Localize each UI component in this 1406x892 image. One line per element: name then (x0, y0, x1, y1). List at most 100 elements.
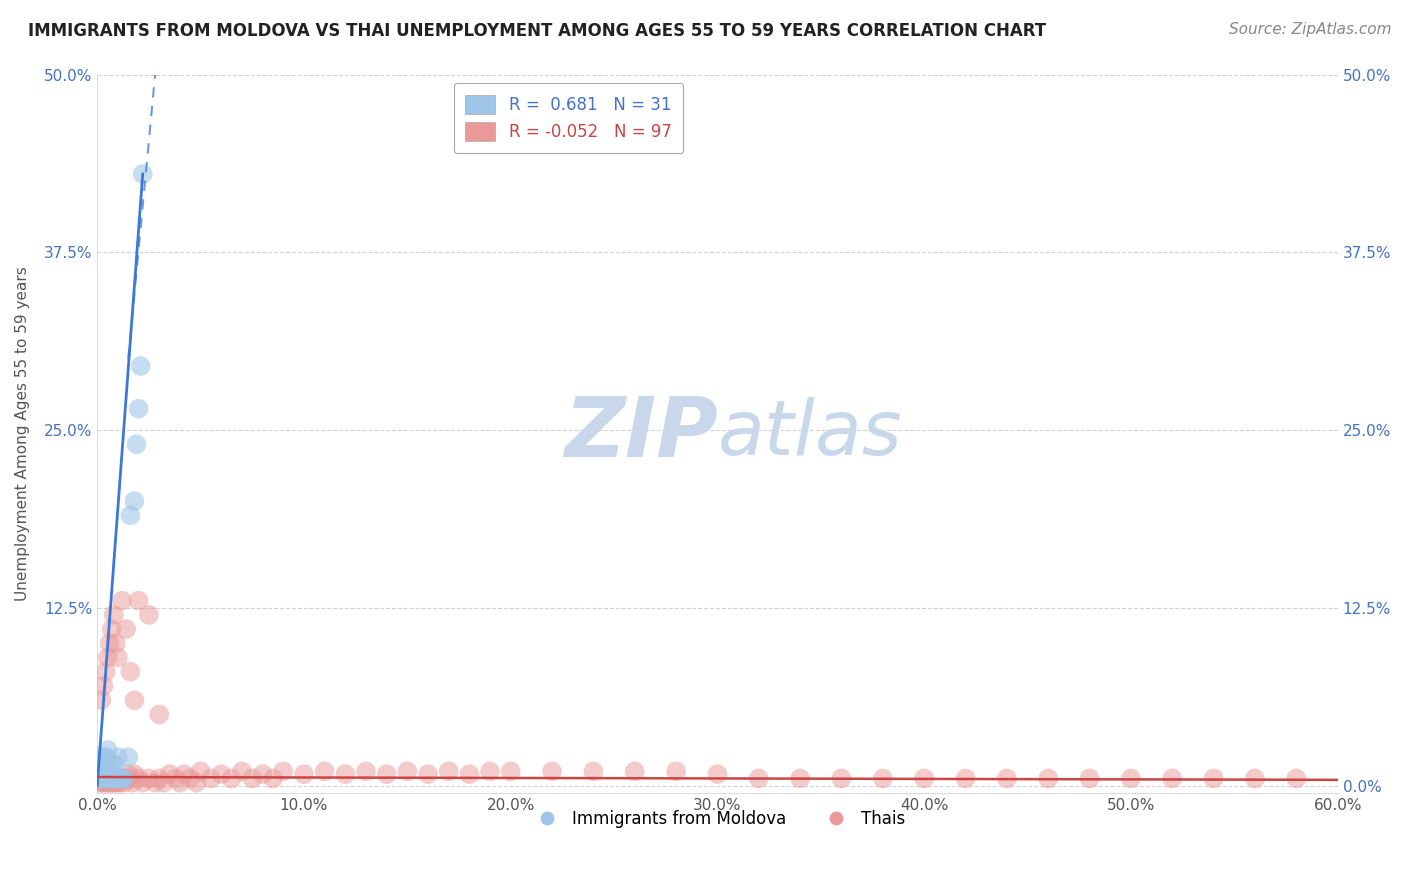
Point (93, 679, 115, 693)
Point (121, 775, 143, 789)
Point (190, 764, 212, 779)
Point (90, 775, 112, 789)
Point (104, 636, 127, 650)
Point (97, 767, 120, 781)
Point (1038, 772, 1060, 786)
Point (1285, 772, 1308, 786)
Point (94, 772, 117, 786)
Point (98, 636, 121, 650)
Point (623, 764, 645, 779)
Point (98, 762, 121, 776)
Point (375, 767, 398, 781)
Point (200, 772, 222, 786)
Point (94, 764, 117, 779)
Point (112, 772, 135, 786)
Point (115, 772, 138, 786)
Point (104, 775, 127, 789)
Point (97, 772, 120, 786)
Point (93, 772, 115, 786)
Point (416, 767, 439, 781)
Point (89, 775, 111, 789)
Point (97, 753, 120, 767)
Point (93, 775, 115, 789)
Point (143, 775, 166, 789)
Point (108, 772, 131, 786)
Point (396, 764, 419, 779)
Point (111, 772, 134, 786)
Point (458, 767, 481, 781)
Point (120, 772, 142, 786)
Point (90, 762, 112, 776)
Point (98, 772, 121, 786)
Point (748, 772, 770, 786)
Point (108, 775, 131, 789)
Point (90, 772, 112, 786)
Point (231, 764, 253, 779)
Point (124, 693, 146, 707)
Point (107, 772, 129, 786)
Point (173, 767, 195, 781)
Point (90, 693, 112, 707)
Point (100, 772, 122, 786)
Point (354, 764, 377, 779)
Point (138, 607, 160, 622)
Point (103, 772, 125, 786)
Point (120, 665, 142, 679)
Point (100, 622, 122, 636)
Point (706, 767, 728, 781)
Point (159, 767, 181, 781)
Point (94, 767, 117, 781)
Point (186, 775, 208, 789)
Point (1202, 772, 1225, 786)
Point (1119, 772, 1142, 786)
Point (955, 772, 977, 786)
Point (94, 750, 117, 764)
Point (104, 772, 127, 786)
Text: ZIP: ZIP (564, 393, 717, 474)
Point (179, 772, 201, 786)
Point (165, 772, 187, 786)
Point (97, 650, 120, 665)
Point (97, 775, 120, 789)
Point (94, 665, 117, 679)
Point (89, 772, 111, 786)
Point (107, 750, 129, 764)
Point (100, 772, 122, 786)
Point (107, 775, 129, 789)
Point (97, 764, 120, 779)
Point (1078, 772, 1101, 786)
Point (125, 437, 148, 451)
Point (103, 607, 125, 622)
Point (112, 775, 135, 789)
Legend: Immigrants from Moldova, Thais: Immigrants from Moldova, Thais (523, 804, 911, 835)
Point (97, 772, 120, 786)
Point (292, 767, 315, 781)
Point (582, 764, 605, 779)
Y-axis label: Unemployment Among Ages 55 to 59 years: Unemployment Among Ages 55 to 59 years (15, 266, 30, 601)
Point (90, 767, 112, 781)
Point (98, 772, 121, 786)
Text: IMMIGRANTS FROM MOLDOVA VS THAI UNEMPLOYMENT AMONG AGES 55 TO 59 YEARS CORRELATI: IMMIGRANTS FROM MOLDOVA VS THAI UNEMPLOY… (28, 22, 1046, 40)
Point (128, 772, 150, 786)
Point (103, 772, 125, 786)
Point (103, 757, 125, 772)
Point (132, 167, 155, 181)
Point (148, 707, 170, 722)
Point (128, 593, 150, 607)
Point (129, 359, 152, 373)
Point (97, 743, 120, 757)
Point (107, 650, 129, 665)
Point (117, 750, 139, 764)
Point (541, 764, 564, 779)
Point (252, 767, 274, 781)
Text: atlas: atlas (717, 397, 901, 471)
Point (98, 775, 121, 789)
Point (132, 775, 155, 789)
Point (437, 764, 460, 779)
Point (94, 772, 117, 786)
Point (111, 772, 134, 786)
Point (335, 767, 357, 781)
Point (499, 764, 522, 779)
Point (124, 767, 146, 781)
Point (111, 593, 134, 607)
